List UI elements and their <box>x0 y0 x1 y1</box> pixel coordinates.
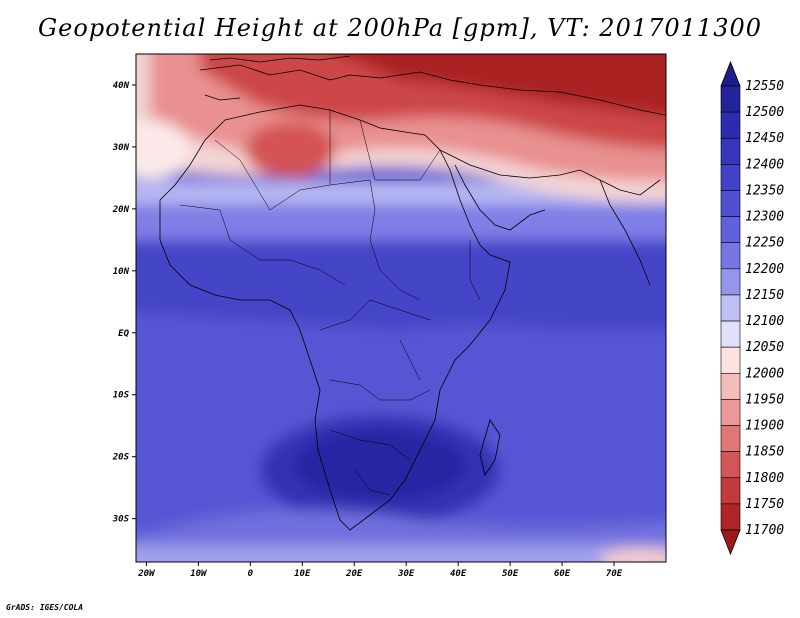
colorbar-band <box>720 111 741 139</box>
colorbar-band <box>720 85 741 113</box>
colorbar-label: 11850 <box>745 445 784 460</box>
colorbar-label: 12300 <box>745 210 784 225</box>
colorbar-band <box>720 399 741 426</box>
colorbar-label: 12350 <box>745 183 784 198</box>
x-tick-label: 70E <box>606 569 623 579</box>
colorbar-band <box>720 137 741 165</box>
colorbar-band <box>720 190 741 217</box>
colorbar-band <box>720 164 741 191</box>
colorbar-label: 12550 <box>745 79 784 94</box>
colorbar-band <box>720 294 741 322</box>
colorbar-band <box>720 268 741 296</box>
colorbar-band <box>720 216 741 244</box>
colorbar-label: 12050 <box>745 340 784 355</box>
y-tick-label: EQ <box>118 329 129 339</box>
colorbar-top-arrow <box>720 60 741 87</box>
colorbar-label: 12400 <box>745 157 784 172</box>
y-tick-label: 20N <box>112 205 130 215</box>
x-tick-label: 10E <box>294 569 311 579</box>
y-tick-label: 10N <box>113 267 130 277</box>
colorbar-band <box>720 425 741 452</box>
colorbar-label: 11750 <box>745 497 784 512</box>
x-tick-label: 30E <box>397 569 415 579</box>
colorbar-label: 12150 <box>745 288 784 303</box>
x-tick-label: 60E <box>554 569 571 579</box>
political-borders-layer <box>179 110 481 496</box>
y-tick-label: 30S <box>112 515 130 525</box>
x-tick-label: 20W <box>137 569 156 579</box>
coastlines-layer <box>159 55 666 531</box>
grads-credit: GrADS: IGES/COLA <box>6 603 84 612</box>
colorbar-band <box>720 503 741 531</box>
colorbar-label: 12100 <box>745 314 784 329</box>
x-tick-label: 40E <box>450 569 467 579</box>
colorbar-label: 11800 <box>745 471 784 486</box>
colorbar-label: 12000 <box>745 366 784 381</box>
colorbar-band <box>720 477 741 505</box>
colorbar-band <box>720 320 741 348</box>
colorbar-band <box>720 451 741 479</box>
x-tick-label: 20E <box>345 569 363 579</box>
colorbar-band <box>720 242 741 270</box>
colorbar-label: 11950 <box>745 392 784 407</box>
colorbar-label: 12250 <box>745 236 784 251</box>
y-axis: 40N 30N 20N 10N EQ 10S 20S 30S <box>112 81 136 525</box>
colorbar: 12550 12500 12450 12400 12350 12300 12250 12200… <box>720 60 784 556</box>
plot-frame <box>135 53 667 563</box>
y-tick-label: 40N <box>113 81 130 91</box>
x-axis: 20W 10W 0 10E 20E 30E 40E 50E 60E 70E <box>137 562 623 579</box>
colorbar-label: 12450 <box>745 131 784 146</box>
x-tick-label: 50E <box>502 569 519 579</box>
y-tick-label: 30N <box>112 143 130 153</box>
x-tick-label: 10W <box>190 569 208 579</box>
map-title: Geopotential Height at 200hPa [gpm], VT:… <box>38 14 762 42</box>
colorbar-band <box>720 372 741 400</box>
colorbar-label: 11700 <box>745 523 784 538</box>
colorbar-bottom-arrow <box>720 529 741 556</box>
y-tick-label: 20S <box>112 453 130 463</box>
geopotential-field <box>136 54 666 562</box>
y-tick-label: 10S <box>113 391 130 401</box>
colorbar-band <box>720 346 741 374</box>
colorbar-label: 12200 <box>745 262 784 277</box>
colorbar-label: 11900 <box>745 419 784 434</box>
colorbar-label: 12500 <box>745 105 784 120</box>
x-tick-label: 0 <box>248 569 254 579</box>
